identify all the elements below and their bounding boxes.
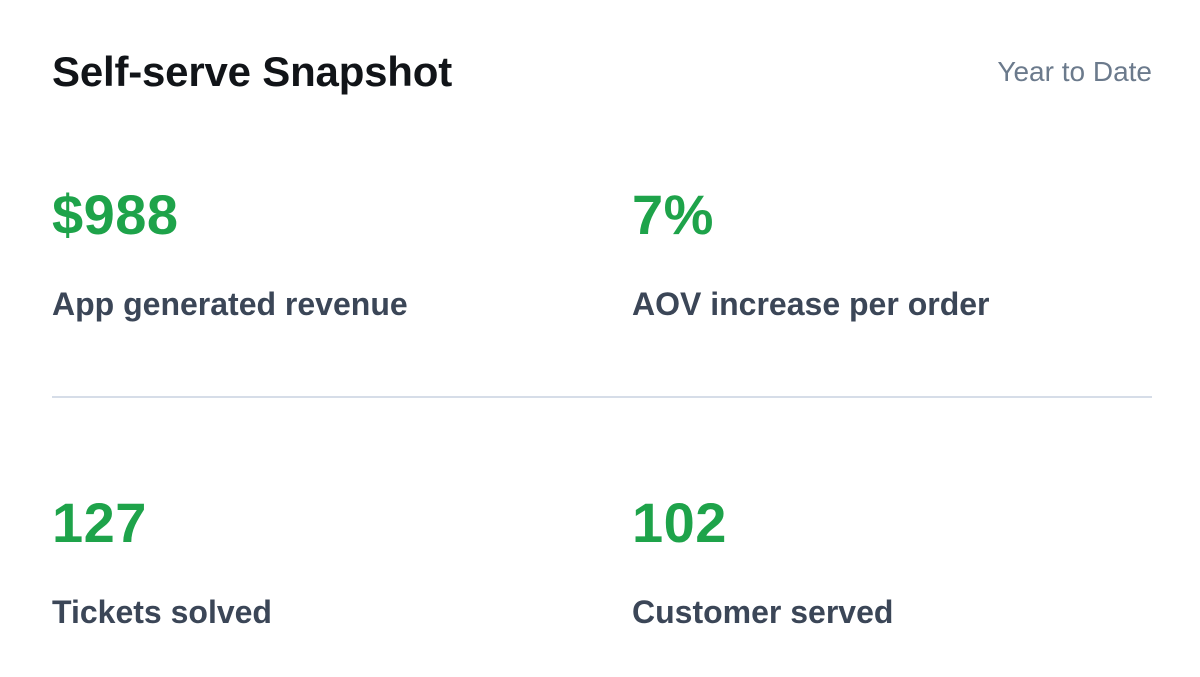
metric-tickets-solved: 127 Tickets solved	[52, 484, 632, 632]
metric-label: App generated revenue	[52, 286, 408, 322]
metric-value: $988	[52, 183, 179, 246]
metrics-row-bottom: 127 Tickets solved 102 Customer served	[52, 484, 1152, 632]
metric-app-generated-revenue: $988 App generated revenue	[52, 176, 632, 324]
period-selector[interactable]: Year to Date	[997, 56, 1152, 87]
metric-aov-increase: 7% AOV increase per order	[632, 176, 1152, 324]
card-header: Self-serve Snapshot Year to Date	[52, 44, 1152, 100]
metric-label: Tickets solved	[52, 594, 272, 630]
section-divider	[52, 396, 1152, 398]
metrics-row-top: $988 App generated revenue 7% AOV increa…	[52, 176, 1152, 324]
metric-customer-served: 102 Customer served	[632, 484, 1152, 632]
metric-label: AOV increase per order	[632, 286, 990, 322]
card-title: Self-serve Snapshot	[52, 48, 452, 95]
metric-value: 7%	[632, 183, 714, 246]
metric-value: 102	[632, 491, 727, 554]
metric-value: 127	[52, 491, 147, 554]
metric-label: Customer served	[632, 594, 894, 630]
